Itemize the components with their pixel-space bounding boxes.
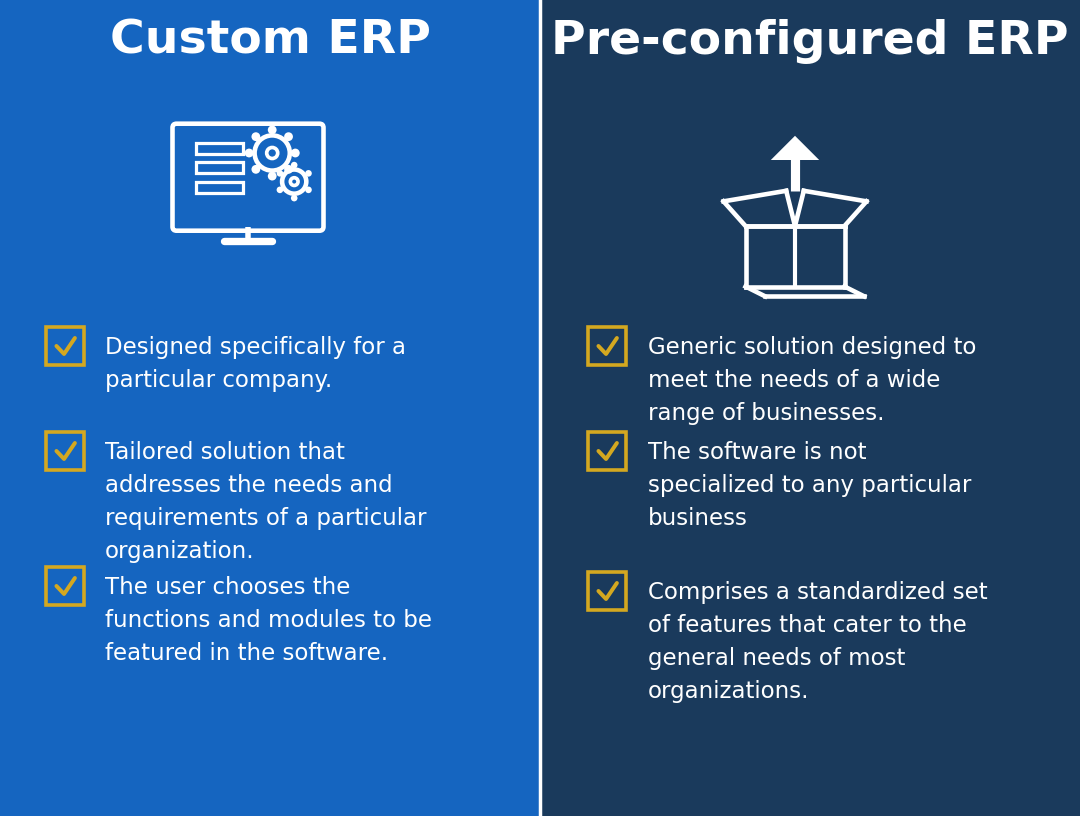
Text: Pre-configured ERP: Pre-configured ERP	[551, 19, 1069, 64]
Circle shape	[306, 170, 312, 176]
Circle shape	[306, 187, 312, 193]
Circle shape	[252, 165, 260, 174]
Circle shape	[245, 149, 254, 157]
Text: Designed specifically for a
particular company.: Designed specifically for a particular c…	[105, 336, 406, 392]
Circle shape	[276, 187, 283, 193]
Bar	[46, 432, 84, 470]
Polygon shape	[771, 135, 820, 160]
Text: Tailored solution that
addresses the needs and
requirements of a particular
orga: Tailored solution that addresses the nee…	[105, 441, 427, 563]
Circle shape	[284, 132, 293, 141]
Bar	[0, 0, 540, 816]
Bar	[588, 327, 626, 365]
Bar	[588, 432, 626, 470]
Circle shape	[284, 165, 293, 174]
Text: Custom ERP: Custom ERP	[109, 19, 431, 64]
Text: Generic solution designed to
meet the needs of a wide
range of businesses.: Generic solution designed to meet the ne…	[648, 336, 976, 425]
Text: Comprises a standardized set
of features that cater to the
general needs of most: Comprises a standardized set of features…	[648, 581, 987, 703]
Circle shape	[276, 170, 283, 176]
Bar	[197, 162, 243, 173]
Bar	[46, 327, 84, 365]
Circle shape	[291, 149, 300, 157]
Circle shape	[252, 132, 260, 141]
Text: The software is not
specialized to any particular
business: The software is not specialized to any p…	[648, 441, 971, 530]
Circle shape	[291, 162, 297, 168]
Bar	[197, 143, 243, 154]
Circle shape	[268, 171, 276, 180]
Circle shape	[268, 126, 276, 135]
Circle shape	[291, 195, 297, 202]
Text: The user chooses the
functions and modules to be
featured in the software.: The user chooses the functions and modul…	[105, 576, 432, 665]
Bar	[197, 182, 243, 193]
Bar	[46, 567, 84, 605]
Bar	[540, 0, 1080, 816]
Bar	[588, 572, 626, 610]
